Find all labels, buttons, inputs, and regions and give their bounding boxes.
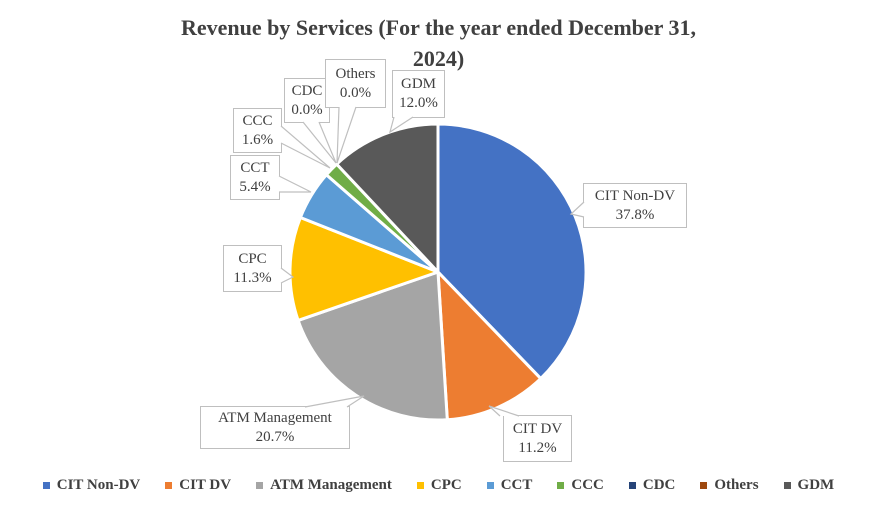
callout-percent-label: 11.2%: [518, 439, 557, 456]
callout-category-label: CPC: [238, 250, 267, 267]
callout-category-label: GDM: [400, 76, 436, 92]
callout-percent-label: 1.6%: [241, 131, 274, 148]
callout-category-label: CIT Non-DV: [594, 187, 676, 204]
callout-cct: CCT 5.4%: [230, 155, 280, 200]
callout-category-label: CIT DV: [512, 420, 563, 437]
pie-slice-ccc: [324, 162, 440, 274]
legend-item-label: CCC: [571, 476, 604, 493]
callout-pointer-cdc: [302, 121, 337, 164]
legend-swatch-icon: [256, 481, 264, 489]
callout-percent-label: 12.0%: [399, 95, 438, 111]
legend-item-label: Others: [714, 476, 759, 493]
chart-title-line-2: 2024): [412, 46, 465, 71]
callout-percent-label: 11.3%: [233, 269, 272, 286]
legend-item-atm-management: ATM Management: [256, 477, 392, 494]
legend-swatch-icon: [486, 481, 494, 489]
callout-category-label: ATM Management: [218, 409, 332, 426]
pie-slice-atm-management: [296, 270, 449, 422]
legend: CIT Non-DV CIT DV ATM Management CPC CCT CCC C…: [0, 471, 877, 499]
legend-item-cct: CCT: [486, 476, 533, 494]
callout-cdc: CDC 0.0%: [284, 78, 330, 123]
callout-category-label: Others: [335, 65, 376, 82]
legend-item-label: CDC: [642, 476, 676, 493]
callout-category-label: CCC: [242, 112, 273, 129]
callout-category-label: CDC: [291, 82, 323, 99]
legend-swatch-icon: [42, 481, 50, 489]
legend-item-cdc: CDC: [628, 476, 676, 494]
legend-item-gdm: GDM: [783, 476, 835, 494]
callout-gdm: GDM 12.0%: [392, 70, 445, 118]
pie-slice-cpc: [288, 216, 440, 322]
legend-item-others: Others: [700, 476, 759, 494]
legend-swatch-icon: [628, 481, 636, 489]
callout-percent-label: 37.8%: [615, 206, 655, 223]
pie-slice-cct: [298, 173, 440, 274]
legend-item-cit-non-dv: CIT Non-DV: [42, 476, 141, 494]
legend-swatch-icon: [783, 481, 791, 489]
pie-slice-gdm: [335, 122, 440, 274]
callout-pointer-others: [336, 106, 357, 164]
callout-others: Others 0.0%: [325, 59, 386, 108]
callout-cit-non-dv: CIT Non-DV 37.8%: [583, 183, 687, 228]
legend-swatch-icon: [165, 481, 173, 489]
legend-swatch-icon: [700, 481, 708, 489]
callout-cpc: CPC 11.3%: [223, 245, 282, 292]
legend-item-label: CIT Non-DV: [56, 476, 141, 493]
callout-percent-label: 0.0%: [339, 84, 372, 101]
legend-item-label: GDM: [797, 476, 835, 493]
legend-item-label: CPC: [430, 476, 462, 493]
chart-title-line-1: Revenue by Services (For the year ended …: [180, 15, 697, 40]
legend-swatch-icon: [416, 481, 424, 489]
legend-item-label: ATM Management: [270, 476, 392, 493]
legend-item-label: CIT DV: [179, 476, 232, 493]
chart-title: Revenue by Services (For the year ended …: [0, 12, 877, 74]
callout-atm-management: ATM Management 20.7%: [200, 406, 350, 449]
callout-percent-label: 20.7%: [255, 428, 295, 445]
legend-item-cit-dv: CIT DV: [165, 477, 231, 494]
pie-slice-cit-dv: [436, 270, 543, 422]
legend-item-label: CCT: [500, 476, 533, 493]
callout-pointer-cct: [278, 175, 312, 193]
pie-slice-cit-non-dv: [436, 122, 588, 381]
callout-pointer-ccc: [280, 125, 331, 169]
callout-percent-label: 5.4%: [239, 178, 271, 195]
callout-cit-dv: CIT DV 11.2%: [503, 415, 572, 462]
legend-swatch-icon: [557, 481, 565, 489]
legend-item-cpc: CPC: [416, 476, 462, 494]
callout-ccc: CCC 1.6%: [233, 108, 282, 153]
callout-category-label: CCT: [240, 159, 270, 176]
callout-pointer-cpc: [280, 267, 295, 284]
legend-item-ccc: CCC: [557, 477, 604, 494]
callout-percent-label: 0.0%: [291, 101, 323, 118]
callout-pointer-gdm: [389, 116, 414, 134]
